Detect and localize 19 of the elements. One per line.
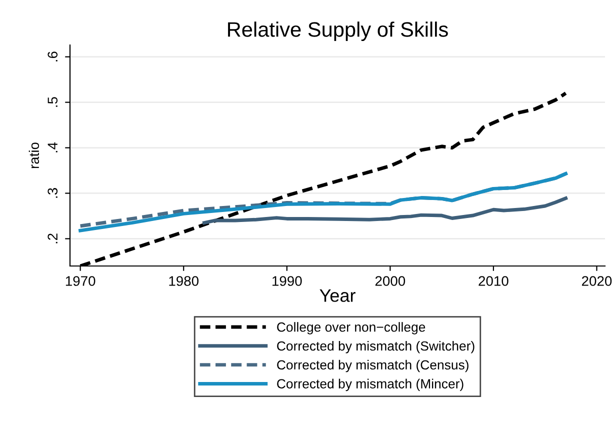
x-tick-label: 1970 xyxy=(66,276,96,286)
y-tick-label: .3 xyxy=(48,188,58,198)
chart-title: Relative Supply of Skills xyxy=(228,22,448,41)
x-axis-title: Year xyxy=(320,289,356,302)
legend-label: Corrected by mismatch (Census) xyxy=(277,360,468,372)
line-series xyxy=(202,196,568,225)
y-tick-label: .4 xyxy=(48,142,58,152)
x-tick-label: 2000 xyxy=(375,276,406,286)
y-tick-label: .5 xyxy=(48,97,58,107)
legend-label: Corrected by mismatch (Switcher) xyxy=(277,340,474,354)
y-tick-label: .2 xyxy=(48,234,58,244)
x-tick-label: 1980 xyxy=(169,276,199,286)
x-tick-label: 1990 xyxy=(272,276,302,286)
x-tick-label: 2020 xyxy=(582,276,612,286)
y-tick-label: .6 xyxy=(48,52,58,62)
legend-label: Corrected by mismatch (Mincer) xyxy=(277,378,464,392)
x-tick-label: 2010 xyxy=(478,276,508,286)
y-axis-title: ratio xyxy=(28,142,40,168)
legend-label: College over non−college xyxy=(277,322,426,334)
